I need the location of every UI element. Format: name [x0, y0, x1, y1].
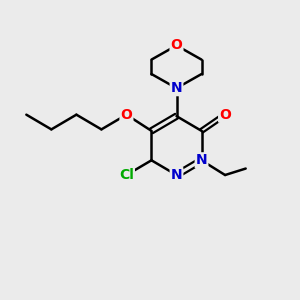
Text: N: N — [171, 168, 182, 182]
Text: Cl: Cl — [119, 168, 134, 182]
Text: O: O — [121, 108, 132, 122]
Text: O: O — [219, 108, 231, 122]
Text: O: O — [171, 38, 182, 52]
Text: N: N — [171, 81, 182, 95]
Text: N: N — [196, 153, 207, 167]
